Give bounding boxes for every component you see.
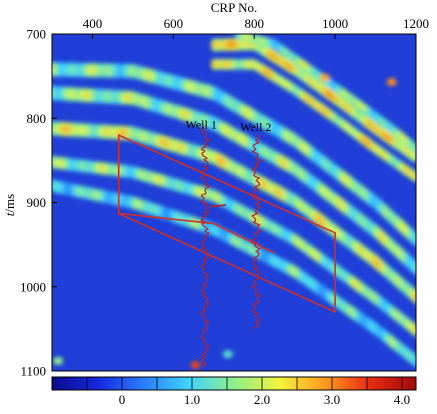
x-tick-label: 1200 <box>403 16 429 31</box>
reflector-core <box>413 327 416 334</box>
reflector-core <box>413 153 416 160</box>
y-tick-label: 1000 <box>20 279 46 294</box>
x-tick-labels: 400 600 800 1000 1200 <box>83 16 429 31</box>
well-label-1: Well 1 <box>185 117 216 131</box>
amplitude-hotspot <box>386 78 397 87</box>
x-tick-label: 600 <box>164 16 184 31</box>
reflector-2 <box>52 85 416 276</box>
region-outline <box>117 133 336 314</box>
amplitude-hotspot <box>320 73 330 82</box>
colorbar: 0 1.0 2.0 3.0 4.0 <box>51 376 417 407</box>
reflector-core <box>413 357 416 365</box>
x-tick-label: 1000 <box>322 16 348 31</box>
plot-frame-ticks <box>52 33 417 372</box>
reflector-core <box>413 173 416 180</box>
colorbar-tick-label: 2.0 <box>254 392 270 407</box>
well-logs: Well 1 Well 2 <box>185 117 271 368</box>
reflector-core <box>413 145 416 151</box>
amplitude-hotspot <box>190 361 201 370</box>
colorbar-tick-label: 3.0 <box>324 392 340 407</box>
region-outline-polygon <box>117 133 336 314</box>
x-tick-label: 800 <box>244 16 264 31</box>
reflector-core <box>413 264 416 273</box>
y-tick-label: 700 <box>27 27 47 42</box>
reflector-7 <box>210 58 416 183</box>
amplitude-hotspot <box>222 350 233 359</box>
reflector-5 <box>52 179 416 368</box>
well-label-2: Well 2 <box>240 120 271 134</box>
well-log-trace-2 <box>250 134 263 329</box>
colorbar-tick-label: 1.0 <box>184 392 200 407</box>
y-tick-label: 1100 <box>20 364 46 379</box>
y-tick-label: 900 <box>27 195 47 210</box>
reflector-core <box>413 293 416 301</box>
reflector-4 <box>52 155 416 337</box>
x-axis-title: CRP No. <box>211 0 257 15</box>
y-tick-label: 800 <box>27 111 47 126</box>
section-line <box>118 212 275 254</box>
colorbar-tick-label: 0 <box>119 392 126 407</box>
reflector-core <box>413 235 416 244</box>
y-axis-title: t/ms <box>2 194 17 216</box>
colorbar-tick-label: 4.0 <box>394 392 410 407</box>
reflector-8 <box>235 34 416 153</box>
y-axis-title-italic: t <box>2 212 17 216</box>
well-log-trace-1 <box>200 126 210 368</box>
y-axis-title-unit: /ms <box>2 194 17 213</box>
y-tick-labels: 700 800 900 1000 1100 <box>20 27 46 379</box>
reflector-1 <box>52 62 416 247</box>
colorbar-ticks: 0 1.0 2.0 3.0 4.0 <box>51 377 410 407</box>
amplitude-hotspot <box>53 356 64 365</box>
plot-area: Well 1 Well 2 <box>52 34 416 371</box>
well-annotation-mark <box>209 204 226 208</box>
x-tick-label: 400 <box>83 16 103 31</box>
colorbar-ramp <box>51 376 417 391</box>
